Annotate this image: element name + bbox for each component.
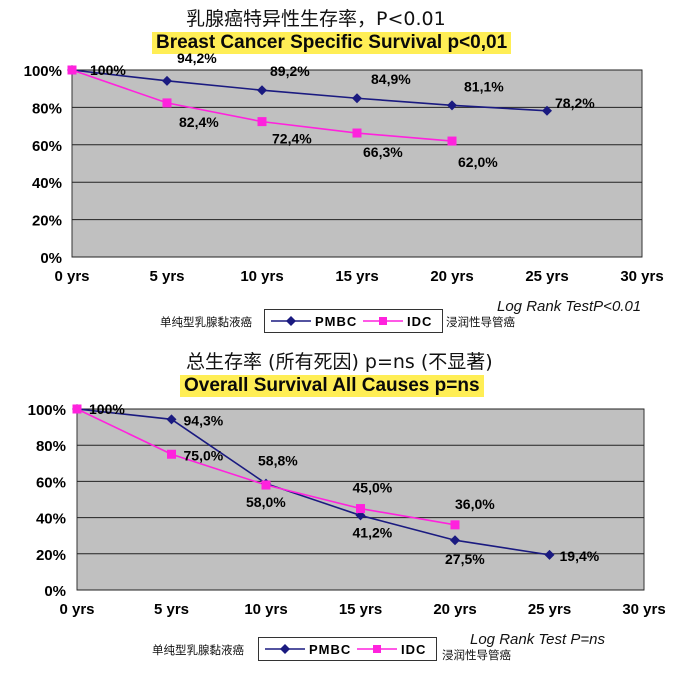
x-tick-label: 5 yrs [154,601,189,618]
y-tick-label: 80% [32,100,62,117]
data-label-idc: 82,4% [179,114,219,130]
data-label-pmbc: 89,2% [270,63,310,79]
data-point-idc [356,504,365,514]
legend-label-pmbc: PMBC [309,642,351,657]
data-point-pmbc [447,100,457,111]
data-label-idc: 45,0% [353,480,393,496]
y-tick-label: 20% [36,547,66,564]
y-tick-label: 40% [36,511,66,528]
data-label-pmbc: 100% [89,401,125,417]
chart2-log-rank-note: Log Rank Test P=ns [470,631,605,648]
x-tick-label: 30 yrs [622,601,665,618]
chart2-legend-right-label: 浸润性导管癌 [442,648,511,662]
legend-label-idc: IDC [407,314,432,329]
y-tick-label: 60% [32,138,62,155]
chart1-legend-right-label: 浸润性导管癌 [446,315,515,329]
chart2-title: Overall Survival All Causes p=ns [180,375,484,397]
data-label-pmbc: 58,8% [258,453,298,469]
data-point-pmbc [257,85,267,96]
x-tick-label: 0 yrs [54,268,89,285]
data-point-idc [67,65,77,75]
chart1-title-cn: 乳腺癌特异性生存率，P<0.01 [186,8,446,30]
x-tick-label: 30 yrs [620,268,663,285]
data-label-pmbc: 100% [90,62,126,78]
data-point-pmbc [450,535,460,546]
legend-marker-pmbc [280,644,290,654]
legend-label-idc: IDC [401,642,426,657]
data-label-idc: 58,0% [246,494,286,510]
y-tick-label: 40% [32,175,62,192]
data-point-idc [352,128,362,138]
data-label-pmbc: 27,5% [445,551,485,567]
legend-marker-pmbc [286,316,296,326]
x-tick-label: 5 yrs [149,268,184,285]
data-label-pmbc: 81,1% [464,78,504,94]
chart2-title-cn: 总生存率 (所有死因) p=ns (不显著) [186,351,493,373]
y-tick-label: 100% [28,402,66,419]
series-line-pmbc [71,69,548,112]
data-point-pmbc [355,510,366,521]
x-tick-label: 0 yrs [59,601,94,618]
data-label-pmbc: 94,3% [184,412,224,428]
data-point-pmbc [162,75,172,86]
x-tick-label: 15 yrs [339,601,382,618]
data-label-pmbc: 41,2% [353,524,393,540]
chart1-legend: PMBC IDC [264,309,443,333]
data-point-idc [167,449,176,459]
legend-label-pmbc: PMBC [315,314,357,329]
chart1-title: Breast Cancer Specific Survival p<0,01 [152,32,512,54]
x-tick-label: 15 yrs [335,268,378,285]
data-point-idc [447,136,457,146]
data-point-idc [261,480,271,490]
x-tick-label: 20 yrs [433,601,476,618]
data-point-pmbc [542,105,552,116]
chart1-log-rank-note: Log Rank TestP<0.01 [497,298,642,315]
chart2-legend-left-label: 单纯型乳腺黏液癌 [152,643,244,657]
data-label-pmbc: 19,4% [560,548,600,564]
data-label-pmbc: 94,2% [177,50,217,66]
y-tick-label: 20% [32,213,62,230]
x-tick-label: 25 yrs [528,601,571,618]
data-label-idc: 72,4% [272,131,312,147]
chart2-svg: 0% 20% 40% 60% 80% 100% 0 yrs 5 yrs 10 yrs 15 yrs… [28,401,666,618]
y-tick-label: 0% [40,250,62,267]
data-point-idc [72,404,82,414]
data-point-pmbc [352,93,362,104]
chart1-svg: 0% 20% 40% 60% 80% 100% 0 yrs 5 yrs 10 yrs 15 yrs… [24,50,664,285]
data-label-idc: 62,0% [458,154,498,170]
x-tick-label: 25 yrs [525,268,568,285]
data-label-pmbc: 78,2% [555,95,595,111]
y-tick-label: 80% [36,438,66,455]
data-point-pmbc [544,549,555,560]
data-point-pmbc [166,414,177,425]
series-line-pmbc [76,408,550,556]
y-tick-label: 100% [24,63,62,80]
data-label-pmbc: 84,9% [371,71,411,87]
chart2-legend: PMBC IDC [258,637,437,661]
data-point-idc [257,117,267,127]
data-point-idc [162,98,172,108]
data-label-idc: 66,3% [363,144,403,160]
legend-marker-idc [373,645,381,653]
y-tick-label: 60% [36,474,66,491]
legend-marker-idc [379,317,387,325]
data-point-idc [450,520,460,530]
x-tick-label: 10 yrs [244,601,287,618]
y-tick-label: 0% [44,583,66,600]
data-label-idc: 36,0% [455,496,495,512]
chart1-legend-left-label: 单纯型乳腺黏液癌 [160,315,252,329]
data-label-idc: 75,0% [184,447,224,463]
x-tick-label: 10 yrs [240,268,283,285]
x-tick-label: 20 yrs [430,268,473,285]
